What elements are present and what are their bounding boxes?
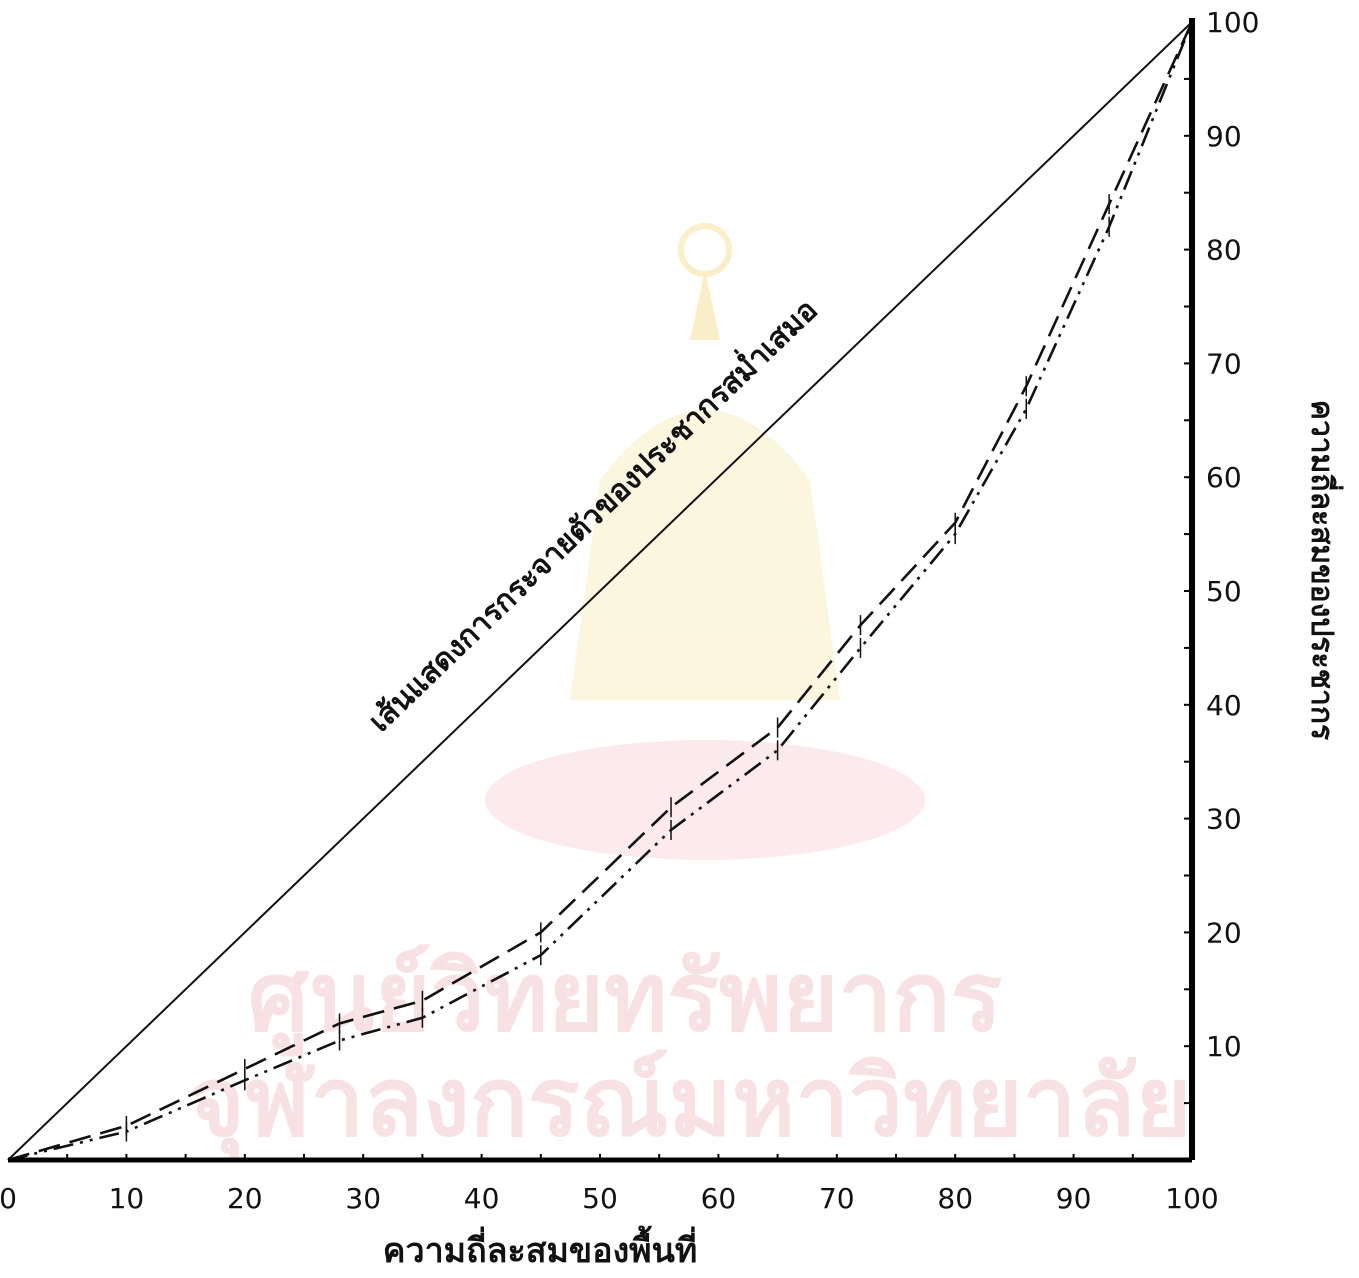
y-tick-label: 40 [1206,689,1242,722]
watermark: ศูนย์วิทยทรัพยากร จุฬาลงกรณ์มหาวิทยาลัย [188,223,1192,1162]
y-tick-label: 60 [1206,461,1242,494]
x-tick-label: 0 [0,1182,17,1215]
x-tick-label: 100 [1165,1182,1218,1215]
x-tick-label: 50 [582,1182,618,1215]
x-tick-label: 90 [1056,1182,1092,1215]
x-tick-label: 10 [109,1182,145,1215]
x-tick-label: 60 [701,1182,737,1215]
x-tick-label: 40 [464,1182,500,1215]
x-tick-label: 70 [819,1182,855,1215]
y-tick-label: 20 [1206,916,1242,949]
axes [8,18,1195,1163]
x-tick-label: 20 [227,1182,263,1215]
y-tick-label: 70 [1206,347,1242,380]
y-tick-label: 80 [1206,234,1242,267]
y-tick-label: 50 [1206,575,1242,608]
y-tick-label: 90 [1206,120,1242,153]
watermark-line1: ศูนย์วิทยทรัพยากร [248,941,1002,1057]
plot-area [7,21,1194,1162]
series-line-1 [7,21,1193,1161]
x-axis-title: ความถี่ละสมของพื้นที่ [383,1225,698,1271]
y-axis-title: ความถี่ละสมของประชากร [1304,400,1344,740]
x-tick-label: 30 [345,1182,381,1215]
tick-labels: 0 10 20 30 40 50 60 70 80 90 100 10 20 30 40 50 60 70 80 90… [0,6,1259,1215]
y-tick-label: 100 [1206,6,1259,39]
y-tick-label: 30 [1206,803,1242,836]
x-tick-label: 80 [937,1182,973,1215]
y-tick-label: 10 [1206,1030,1242,1063]
watermark-emblem [485,223,925,860]
watermark-line2: จุฬาลงกรณ์มหาวิทยาลัย [188,1046,1191,1162]
